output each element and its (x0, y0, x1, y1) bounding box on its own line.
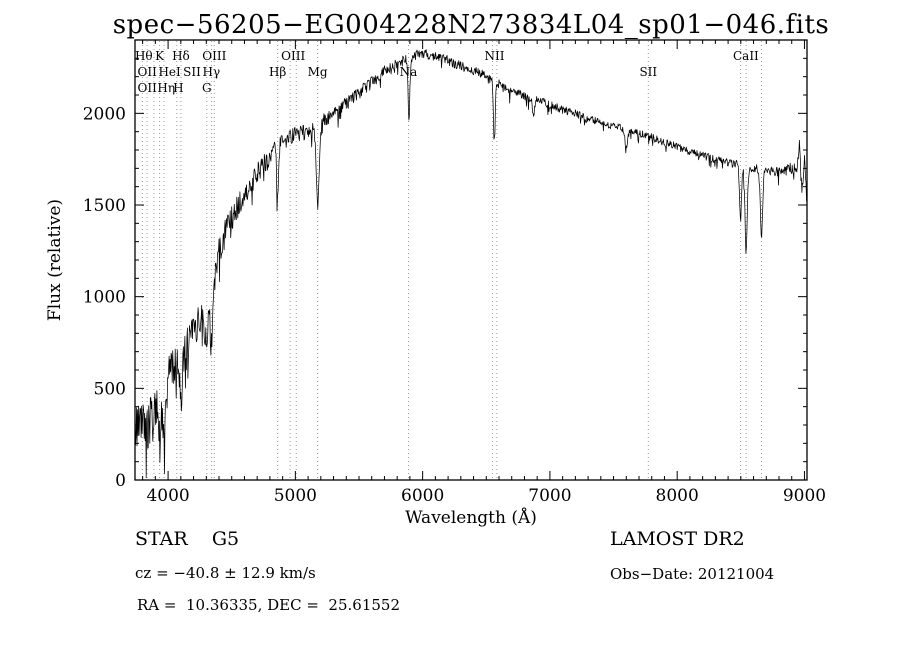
spectral-line-label: OIII (202, 49, 226, 63)
spectral-line-label: Na (400, 65, 418, 79)
spectral-line-label: Mg (308, 65, 328, 79)
ra-dec-value: RA = 10.36335, DEC = 25.61552 (137, 596, 401, 614)
spectral-line-label: SII (183, 65, 201, 79)
spectral-line-label: SII (639, 65, 657, 79)
y-tick-label: 1000 (83, 288, 126, 308)
spectral-line-label: CaII (733, 49, 759, 63)
spectral-line-label: G (202, 81, 212, 95)
spectral-line-label: Hγ (203, 65, 221, 79)
spectral-line-label: Hη (157, 81, 175, 95)
spectral-line-label: OIII (281, 49, 305, 63)
spectral-line-label: Hβ (269, 65, 286, 79)
spectral-line-label: NII (485, 49, 505, 63)
object-class-label: STAR G5 (135, 528, 240, 550)
spectrum-trace (134, 49, 808, 479)
cz-value: cz = −40.8 ± 12.9 km/s (135, 564, 316, 582)
x-tick-label: 9000 (783, 486, 826, 506)
y-tick-label: 2000 (83, 104, 126, 124)
y-tick-label: 0 (115, 471, 126, 491)
obs-date: Obs−Date: 20121004 (610, 565, 775, 583)
plot-title: spec−56205−EG004228N273834L04_sp01−046.f… (112, 10, 830, 40)
x-tick-label: 5000 (274, 486, 317, 506)
spectral-line-label: H (173, 81, 183, 95)
x-tick-label: 7000 (528, 486, 571, 506)
x-tick-label: 8000 (656, 486, 699, 506)
spectral-line-label: Hθ (135, 49, 153, 63)
spectral-line-label: OII (138, 81, 158, 95)
x-axis-label: Wavelength (Å) (405, 508, 537, 528)
y-tick-label: 1500 (83, 196, 126, 216)
spectral-line-label: K (155, 49, 165, 63)
spectral-line-label: HeI (158, 65, 181, 79)
spectral-line-label: OII (138, 65, 158, 79)
x-tick-label: 6000 (401, 486, 444, 506)
spectral-line-label: Hδ (172, 49, 190, 63)
y-tick-label: 500 (94, 379, 126, 399)
x-tick-label: 4000 (146, 486, 189, 506)
survey-label: LAMOST DR2 (610, 528, 745, 550)
plot-frame (134, 39, 808, 481)
